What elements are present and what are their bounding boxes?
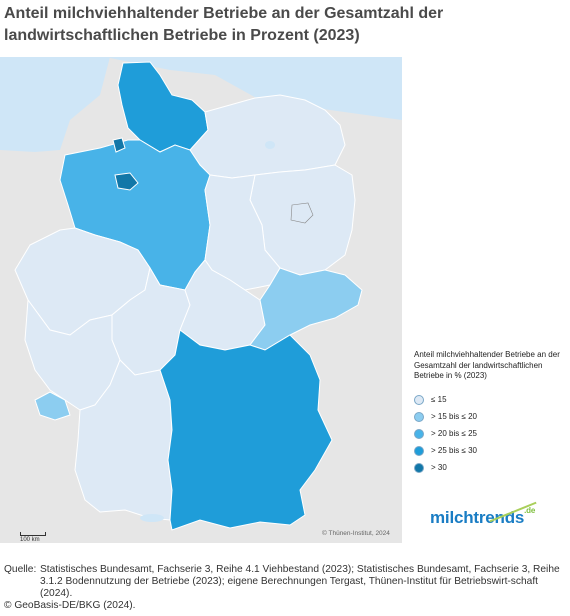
legend-swatch: [414, 429, 424, 439]
state-bremen: [114, 172, 139, 191]
map-title: Anteil milchviehhaltender Betriebe an de…: [4, 5, 444, 44]
source-text: Statistisches Bundesamt, Fachserie 3, Re…: [40, 564, 560, 599]
legend-item: ≤ 15: [414, 392, 564, 409]
legend-label: ≤ 15: [431, 394, 447, 404]
lake-bodensee: [140, 514, 164, 522]
brand-name: milchtrends: [430, 508, 525, 527]
legend-item: > 25 bis ≤ 30: [414, 443, 564, 460]
source-label: Quelle:: [4, 564, 37, 575]
lake-mueritz: [265, 141, 275, 149]
state-saarland: [34, 391, 71, 421]
legend-label: > 25 bis ≤ 30: [431, 445, 477, 455]
map-copyright: © Thünen-Institut, 2024: [322, 530, 390, 537]
legend-item: > 20 bis ≤ 25: [414, 426, 564, 443]
choropleth-map: [0, 57, 402, 543]
source-geobasis: © GeoBasis-DE/BKG (2024).: [4, 600, 136, 611]
legend-swatch: [414, 446, 424, 456]
map-svg: [0, 57, 402, 531]
sea-north: [0, 57, 402, 150]
legend-label: > 15 bis ≤ 20: [431, 411, 477, 421]
legend-swatch: [414, 412, 424, 422]
state-schleswig-holstein: [117, 61, 209, 153]
legend-label: > 30: [431, 462, 447, 472]
state-berlin: [290, 202, 314, 224]
brand-logo: milchtrends.de: [430, 506, 536, 528]
legend-item: > 15 bis ≤ 20: [414, 409, 564, 426]
legend-swatch: [414, 395, 424, 405]
state-bayern: [159, 329, 333, 531]
state-bremerhaven: [112, 137, 126, 153]
legend-swatch: [414, 463, 424, 473]
legend: Anteil milchviehhaltender Betriebe an de…: [414, 350, 564, 477]
legend-item: > 30: [414, 460, 564, 477]
legend-title: Anteil milchviehhaltender Betriebe an de…: [414, 350, 560, 380]
state-sachsen: [249, 267, 363, 351]
scale-bar: [20, 532, 46, 536]
brand-suffix: .de: [524, 506, 536, 515]
sea-north-west: [0, 57, 110, 152]
scale-bar-label: 100 km: [20, 537, 40, 543]
legend-label: > 20 bis ≤ 25: [431, 428, 477, 438]
